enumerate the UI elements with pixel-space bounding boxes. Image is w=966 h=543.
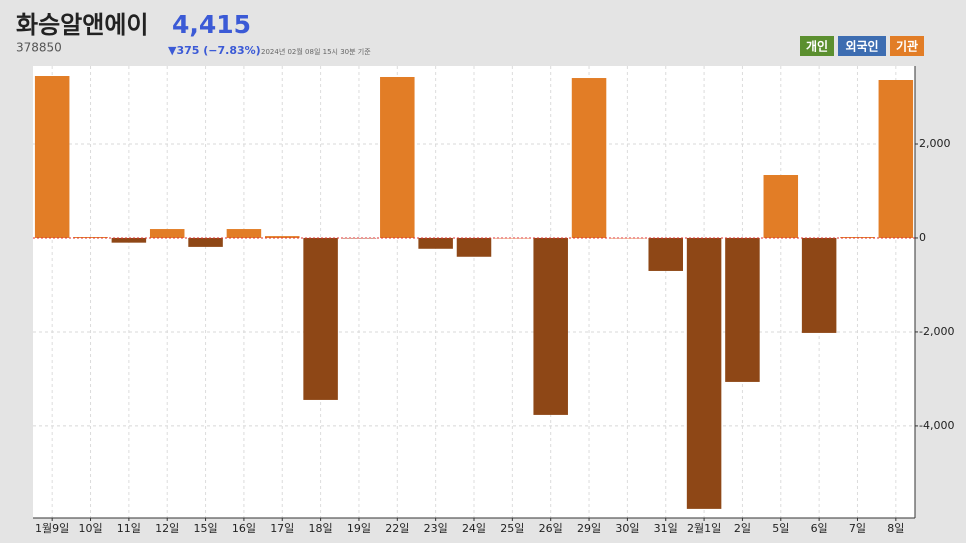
x-tick-label: 19일 (347, 521, 371, 535)
bar (610, 237, 645, 239)
x-tick-label: 7일 (849, 521, 866, 535)
plot-area (33, 66, 915, 518)
x-tick-label: 6일 (811, 521, 828, 535)
x-tick-label: 18일 (309, 521, 333, 535)
x-tick-label: 30일 (615, 521, 639, 535)
x-tick-label: 25일 (500, 521, 524, 535)
x-tick-label: 15일 (194, 521, 218, 535)
x-tick-label: 2일 (734, 521, 751, 535)
bar (571, 78, 607, 238)
x-tick-label: 11일 (117, 521, 141, 535)
bar (265, 236, 300, 238)
legend-button-label[interactable]: 외국인 (845, 39, 878, 54)
x-tick-label: 1월9일 (35, 521, 69, 535)
x-tick-label: 12일 (155, 521, 179, 535)
stock-name: 화승알앤에이 (16, 11, 148, 39)
x-tick-label: 31일 (654, 521, 678, 535)
x-tick-label: 17일 (270, 521, 294, 535)
stock-price: 4,415 (172, 10, 251, 39)
bar (878, 80, 914, 238)
legend-button-label[interactable]: 개인 (806, 39, 828, 54)
x-tick-label: 29일 (577, 521, 601, 535)
bar (418, 237, 453, 249)
bar (456, 237, 492, 257)
bar (801, 237, 837, 333)
legend-button-label[interactable]: 기관 (896, 39, 918, 54)
price-change: ▼375 (−7.83%) (168, 44, 261, 57)
y-tick-label: -2,000 (919, 325, 954, 338)
bar (648, 237, 683, 271)
bar (149, 229, 185, 238)
y-tick-label: 2,000 (919, 137, 951, 150)
x-tick-label: 16일 (232, 521, 256, 535)
bar (725, 237, 760, 382)
bar (380, 76, 415, 238)
x-tick-label: 26일 (539, 521, 563, 535)
bar (226, 229, 262, 238)
legend-button[interactable] (890, 36, 924, 56)
x-tick-label: 2월1일 (687, 521, 721, 535)
legend-button[interactable] (838, 36, 886, 56)
x-tick-label: 8일 (887, 521, 904, 535)
bar (686, 237, 722, 509)
bar (495, 237, 530, 239)
x-tick-label: 23일 (424, 521, 448, 535)
x-tick-label: 24일 (462, 521, 486, 535)
bar (763, 175, 799, 238)
x-tick-label: 10일 (78, 521, 102, 535)
x-tick-label: 5일 (772, 521, 789, 535)
stock-code: 378850 (16, 41, 62, 55)
bar (34, 76, 70, 238)
bar (303, 237, 338, 400)
x-tick-label: 22일 (385, 521, 409, 535)
legend-button[interactable] (800, 36, 834, 56)
timestamp: 2024년 02월 08일 15시 30분 기준 (261, 47, 371, 56)
bar (533, 237, 568, 415)
bar (111, 237, 147, 243)
y-tick-label: -4,000 (919, 419, 954, 432)
bar (188, 237, 223, 247)
y-tick-label: 0 (919, 231, 926, 244)
